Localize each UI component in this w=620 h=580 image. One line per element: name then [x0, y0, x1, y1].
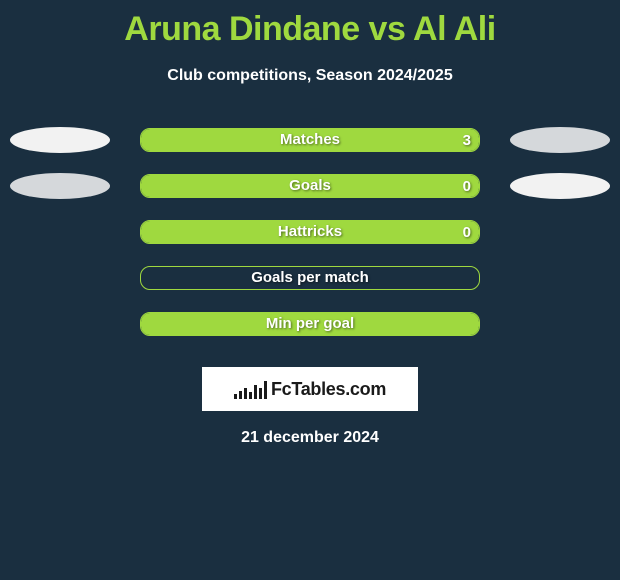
logo-bar-segment	[259, 388, 262, 399]
stat-bar: 0	[140, 174, 480, 198]
stat-value-right: 3	[463, 129, 471, 152]
stat-row: 0Hattricks	[0, 217, 620, 263]
logo-box: FcTables.com	[202, 367, 418, 411]
logo-bar-segment	[264, 381, 267, 399]
right-ellipse	[510, 127, 610, 153]
stat-bar-fill	[141, 313, 479, 335]
date-label: 21 december 2024	[0, 429, 620, 447]
logo-bar-segment	[249, 392, 252, 399]
stat-value-right: 0	[463, 221, 471, 244]
stat-row: 3Matches	[0, 125, 620, 171]
logo-bar-segment	[254, 385, 257, 399]
subtitle: Club competitions, Season 2024/2025	[0, 67, 620, 85]
stat-row: 0Goals	[0, 171, 620, 217]
stat-row: Goals per match	[0, 263, 620, 309]
stat-bar: 3	[140, 128, 480, 152]
stat-row: Min per goal	[0, 309, 620, 355]
stat-rows: 3Matches0Goals0HattricksGoals per matchM…	[0, 125, 620, 355]
logo-bar-segment	[244, 388, 247, 399]
left-ellipse	[10, 127, 110, 153]
stat-bar	[140, 266, 480, 290]
stat-bar-fill	[141, 221, 479, 243]
logo-text: FcTables.com	[271, 379, 386, 400]
stat-bar	[140, 312, 480, 336]
logo-bar-segment	[239, 391, 242, 399]
page-title: Aruna Dindane vs Al Ali	[0, 0, 620, 49]
right-ellipse	[510, 173, 610, 199]
left-ellipse	[10, 173, 110, 199]
stat-bar: 0	[140, 220, 480, 244]
stat-value-right: 0	[463, 175, 471, 198]
stat-bar-fill	[141, 175, 479, 197]
logo-bars-icon	[234, 379, 267, 399]
stat-bar-fill	[141, 129, 479, 151]
logo-bar-segment	[234, 394, 237, 399]
